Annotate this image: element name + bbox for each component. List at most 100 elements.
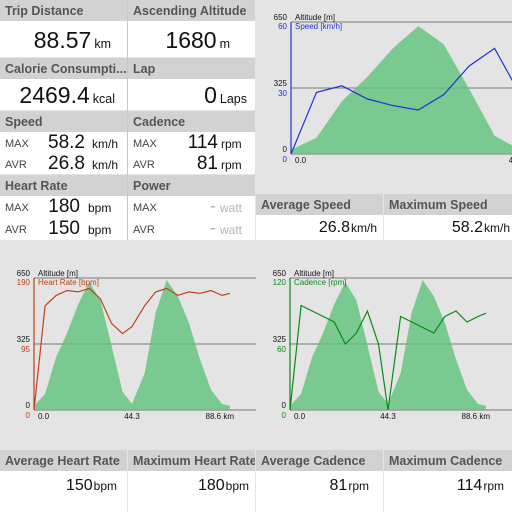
heart-rate-avr-value: 150: [48, 218, 80, 239]
lap-value: 0: [204, 82, 217, 108]
stat-average-speed[interactable]: Average Speed 26.8km/h: [256, 194, 383, 240]
secondary-tick-top: 190: [17, 278, 31, 287]
stat-maximum-speed[interactable]: Maximum Speed 58.2km/h: [384, 194, 512, 240]
secondary-tick-bottom: 0: [283, 155, 288, 164]
trip-distance-value: 88.57: [33, 27, 92, 53]
column-divider: [127, 0, 128, 240]
altitude-tick-bottom: 0: [283, 145, 288, 154]
power-max-row: MAX - watt: [128, 196, 255, 218]
tile-label: Heart Rate: [0, 175, 127, 196]
speed-max-value: 58.2: [48, 132, 85, 153]
heart-rate-unit: bpm: [88, 223, 112, 237]
tile-trip-distance[interactable]: Trip Distance 88.57 km: [0, 0, 127, 57]
stat-average-heart-rate[interactable]: Average Heart Rate 150bpm: [0, 450, 127, 512]
stat-maximum-cadence[interactable]: Maximum Cadence 114rpm: [384, 450, 512, 512]
power-unit: watt: [220, 223, 243, 237]
x-tick-mid: 44.3: [124, 412, 140, 421]
stat-unit: km/h: [350, 221, 377, 235]
stat-label: Average Heart Rate: [0, 450, 127, 471]
ascending-altitude-value: 1680: [165, 27, 217, 53]
calorie-unit: kcal: [92, 92, 115, 106]
secondary-tick-mid: 30: [278, 89, 287, 98]
secondary-tick-mid: 60: [277, 345, 286, 354]
secondary-series-line: [290, 47, 512, 155]
tile-power[interactable]: Power MAX - watt AVR - watt: [128, 175, 255, 240]
secondary-tick-bottom: 0: [26, 411, 31, 420]
altitude-tick-mid: 325: [274, 79, 288, 88]
heart-rate-max-row: MAX 180 bpm: [0, 196, 127, 218]
cadence-unit: rpm: [221, 158, 242, 172]
stat-label: Average Cadence: [256, 450, 383, 471]
secondary-tick-bottom: 0: [282, 411, 287, 420]
altitude-legend: Altitude [m]: [295, 13, 335, 22]
stat-unit: bpm: [225, 479, 249, 493]
max-label: MAX: [133, 202, 157, 214]
x-tick-end: 88.6 km: [206, 412, 235, 421]
heart-rate-avr-row: AVR 150 bpm: [0, 218, 127, 240]
avr-label: AVR: [5, 224, 27, 236]
altitude-speed-chart[interactable]: Altitude [m]Speed [km/h] 650 325 0 60 30 0 0.0 4…: [256, 0, 512, 193]
x-tick-start: 0.0: [294, 412, 306, 421]
tile-speed[interactable]: Speed MAX 58.2 km/h AVR 26.8 km/h: [0, 111, 127, 174]
stat-average-cadence[interactable]: Average Cadence 81rpm: [256, 450, 383, 512]
tile-label: Calorie Consumpti...: [0, 58, 127, 79]
secondary-legend: Speed [km/h]: [295, 22, 342, 31]
altitude-cadence-chart[interactable]: Altitude [m]Cadence [rpm] 650 325 0 120 60 0 0.…: [256, 268, 512, 430]
secondary-tick-mid: 95: [21, 345, 30, 354]
stat-value: 180: [197, 477, 225, 494]
speed-avr-value: 26.8: [48, 153, 85, 174]
altitude-legend: Altitude [m]: [294, 269, 334, 278]
altitude-tick-mid: 325: [17, 335, 31, 344]
altitude-tick-bottom: 0: [282, 401, 287, 410]
secondary-tick-top: 120: [273, 278, 287, 287]
tile-ascending-altitude[interactable]: Ascending Altitude 1680 m: [128, 0, 255, 57]
altitude-heart-rate-chart[interactable]: Altitude [m]Heart Rate [bpm] 650 325 0 190 95…: [0, 268, 256, 430]
ascending-altitude-unit: m: [219, 37, 230, 51]
tile-calorie[interactable]: Calorie Consumpti... 2469.4 kcal: [0, 58, 127, 110]
x-tick-start: 0.0: [295, 156, 307, 165]
speed-unit: km/h: [92, 137, 119, 151]
tile-lap[interactable]: Lap 0 Laps: [128, 58, 255, 110]
max-label: MAX: [5, 202, 29, 214]
heart-rate-unit: bpm: [88, 201, 112, 215]
stat-value: 81: [329, 477, 348, 494]
secondary-series-line: [33, 287, 231, 411]
altitude-area: [291, 26, 512, 154]
lap-unit: Laps: [219, 92, 247, 106]
tile-cadence[interactable]: Cadence MAX 114 rpm AVR 81 rpm: [128, 111, 255, 174]
altitude-area: [290, 280, 486, 410]
altitude-area: [34, 280, 230, 410]
speed-max-row: MAX 58.2 km/h: [0, 132, 127, 154]
heart-rate-max-value: 180: [48, 196, 80, 217]
avr-label: AVR: [133, 224, 155, 236]
secondary-legend: Cadence [rpm]: [294, 278, 346, 287]
speed-avr-row: AVR 26.8 km/h: [0, 153, 127, 175]
secondary-series-line: [289, 304, 487, 411]
stat-value: 58.2: [451, 219, 483, 236]
cadence-max-value: 114: [187, 132, 218, 153]
stat-label: Average Speed: [256, 194, 383, 215]
power-avr-value: -: [209, 218, 216, 239]
tile-label: Speed: [0, 111, 127, 132]
secondary-legend: Heart Rate [bpm]: [38, 278, 99, 287]
max-label: MAX: [5, 138, 29, 150]
power-max-value: -: [209, 196, 216, 217]
x-tick-mid: 44.3: [380, 412, 396, 421]
altitude-tick-bottom: 0: [26, 401, 31, 410]
stat-unit: bpm: [93, 479, 117, 493]
tile-label: Power: [128, 175, 255, 196]
altitude-tick-top: 650: [17, 269, 31, 278]
stat-label: Maximum Cadence: [384, 450, 512, 471]
cadence-unit: rpm: [221, 137, 242, 151]
cadence-avr-row: AVR 81 rpm: [128, 153, 255, 175]
altitude-tick-top: 650: [273, 269, 287, 278]
trip-distance-unit: km: [94, 37, 111, 51]
tile-label: Lap: [128, 58, 255, 79]
stat-maximum-heart-rate[interactable]: Maximum Heart Rate 180bpm: [128, 450, 255, 512]
stat-unit: rpm: [483, 479, 504, 493]
stat-value: 150: [65, 477, 93, 494]
avr-label: AVR: [133, 159, 155, 171]
tile-heart-rate[interactable]: Heart Rate MAX 180 bpm AVR 150 bpm: [0, 175, 127, 240]
calorie-value: 2469.4: [19, 82, 90, 108]
max-label: MAX: [133, 138, 157, 150]
